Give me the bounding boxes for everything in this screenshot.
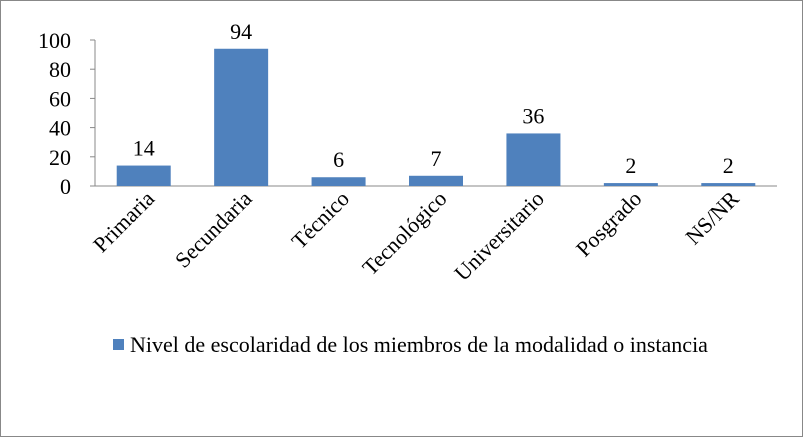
bar	[506, 133, 561, 186]
y-tick-label: 100	[38, 28, 71, 53]
legend-swatch	[113, 339, 124, 350]
bar	[311, 177, 366, 186]
bar	[701, 183, 756, 186]
bar	[214, 48, 269, 187]
bar	[603, 183, 658, 186]
value-label: 6	[333, 147, 344, 172]
value-label: 14	[133, 136, 155, 161]
value-label: 2	[625, 153, 636, 178]
value-label: 7	[431, 146, 442, 171]
value-label: 2	[723, 153, 734, 178]
y-tick-label: 80	[49, 57, 71, 82]
y-tick-label: 60	[49, 86, 71, 111]
bar	[116, 165, 171, 186]
y-tick-label: 20	[49, 145, 71, 170]
y-tick-label: 40	[49, 116, 71, 141]
bar	[409, 175, 463, 186]
value-label: 94	[230, 19, 252, 44]
legend-label: Nivel de escolaridad de los miembros de …	[130, 332, 708, 357]
y-tick-label: 0	[60, 174, 71, 199]
legend: Nivel de escolaridad de los miembros de …	[113, 330, 753, 360]
value-label: 36	[522, 103, 544, 128]
